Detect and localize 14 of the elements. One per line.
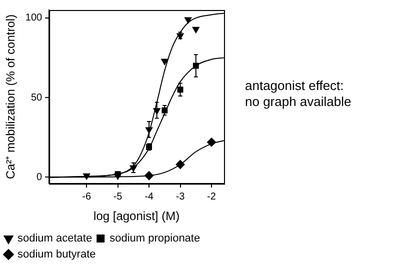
x-tick-label: -4 xyxy=(144,191,154,202)
text: antagonist effect: no graph available xyxy=(245,78,352,110)
y-tick-label: 0 xyxy=(36,172,43,183)
legend-label: sodium propionate xyxy=(110,232,200,245)
y-axis-title: Ca²⁺ mobilization (% of control) xyxy=(4,14,18,180)
x-tick-label: -3 xyxy=(176,191,186,202)
x-tick-label: -6 xyxy=(82,191,92,202)
y-tick-label: 50 xyxy=(30,92,43,104)
x-tick-label: -2 xyxy=(207,191,216,202)
legend-label: sodium acetate xyxy=(18,232,92,245)
y-tick-label: 100 xyxy=(25,12,43,24)
legend-label: sodium butyrate xyxy=(18,248,96,261)
x-axis-title: log [agonist] (M) xyxy=(94,209,180,224)
x-tick-label: -5 xyxy=(113,191,123,202)
